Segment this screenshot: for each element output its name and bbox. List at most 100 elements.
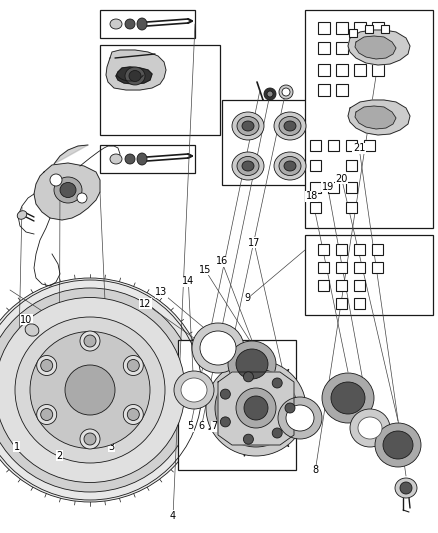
Bar <box>336 280 347 291</box>
Circle shape <box>65 365 115 415</box>
Polygon shape <box>218 372 294 445</box>
Circle shape <box>285 403 295 413</box>
Text: 18: 18 <box>306 191 318 201</box>
Circle shape <box>244 396 268 420</box>
Text: 16: 16 <box>215 256 228 266</box>
Bar <box>336 22 348 34</box>
Ellipse shape <box>237 157 259 175</box>
Text: 19: 19 <box>321 182 334 191</box>
Circle shape <box>264 88 276 100</box>
Circle shape <box>236 388 276 428</box>
Bar <box>381 25 389 33</box>
Text: 21: 21 <box>353 143 365 153</box>
Text: 2: 2 <box>56 451 62 461</box>
Ellipse shape <box>232 152 264 180</box>
Bar <box>346 160 357 171</box>
Bar <box>336 64 348 76</box>
Ellipse shape <box>232 112 264 140</box>
Ellipse shape <box>286 405 314 431</box>
Bar <box>328 182 339 193</box>
Text: 10: 10 <box>20 315 32 325</box>
Circle shape <box>77 193 87 203</box>
Bar <box>346 202 357 213</box>
Circle shape <box>282 88 290 96</box>
Bar <box>365 25 373 33</box>
Bar <box>310 182 321 193</box>
Bar <box>354 262 365 273</box>
Text: 1: 1 <box>14 442 20 451</box>
Text: 7: 7 <box>212 422 218 431</box>
Ellipse shape <box>274 112 306 140</box>
Ellipse shape <box>200 331 236 365</box>
Ellipse shape <box>322 373 374 423</box>
Bar <box>318 22 330 34</box>
Circle shape <box>400 482 412 494</box>
Bar <box>354 64 366 76</box>
Circle shape <box>124 356 143 376</box>
Circle shape <box>272 428 282 438</box>
Text: 15: 15 <box>199 265 211 274</box>
Bar <box>318 84 330 96</box>
Ellipse shape <box>110 19 122 29</box>
Circle shape <box>267 91 273 97</box>
Ellipse shape <box>15 317 165 463</box>
Circle shape <box>41 408 53 421</box>
Text: 13: 13 <box>155 287 167 297</box>
Ellipse shape <box>60 182 76 198</box>
Ellipse shape <box>192 323 244 373</box>
Polygon shape <box>348 100 410 135</box>
Polygon shape <box>106 50 166 90</box>
Ellipse shape <box>242 161 254 171</box>
Bar <box>100 45 220 135</box>
Ellipse shape <box>129 70 141 82</box>
Bar <box>310 160 321 171</box>
Polygon shape <box>116 67 152 84</box>
Ellipse shape <box>54 177 82 203</box>
Polygon shape <box>355 106 396 129</box>
Ellipse shape <box>395 478 417 498</box>
Circle shape <box>84 433 96 445</box>
Circle shape <box>127 408 139 421</box>
Circle shape <box>80 331 100 351</box>
Bar <box>318 42 330 54</box>
Bar <box>354 244 365 255</box>
Bar <box>372 244 383 255</box>
Ellipse shape <box>228 341 276 387</box>
Bar <box>318 64 330 76</box>
Ellipse shape <box>237 117 259 135</box>
Circle shape <box>244 434 254 444</box>
Circle shape <box>220 417 230 427</box>
Ellipse shape <box>274 152 306 180</box>
Ellipse shape <box>110 154 122 164</box>
Bar <box>305 235 433 315</box>
Text: 8: 8 <box>312 465 318 475</box>
Circle shape <box>80 429 100 449</box>
Ellipse shape <box>181 378 207 402</box>
Circle shape <box>127 359 139 372</box>
Text: 11: 11 <box>81 335 93 345</box>
Bar <box>372 64 384 76</box>
Bar <box>100 145 195 173</box>
Bar <box>318 244 329 255</box>
Bar <box>336 298 347 309</box>
Text: 9: 9 <box>244 294 251 303</box>
Circle shape <box>279 85 293 99</box>
Ellipse shape <box>215 369 297 447</box>
Bar <box>346 140 357 151</box>
Polygon shape <box>348 30 410 65</box>
Ellipse shape <box>236 349 268 379</box>
Circle shape <box>41 359 53 372</box>
Ellipse shape <box>284 121 296 131</box>
Ellipse shape <box>279 117 301 135</box>
Bar <box>354 298 365 309</box>
Polygon shape <box>54 145 88 164</box>
Bar <box>318 262 329 273</box>
Ellipse shape <box>242 121 254 131</box>
Bar <box>336 84 348 96</box>
Bar <box>178 340 296 470</box>
Text: 12: 12 <box>139 299 152 309</box>
Ellipse shape <box>331 382 365 414</box>
Bar <box>364 140 375 151</box>
Ellipse shape <box>0 297 185 482</box>
Bar <box>354 280 365 291</box>
